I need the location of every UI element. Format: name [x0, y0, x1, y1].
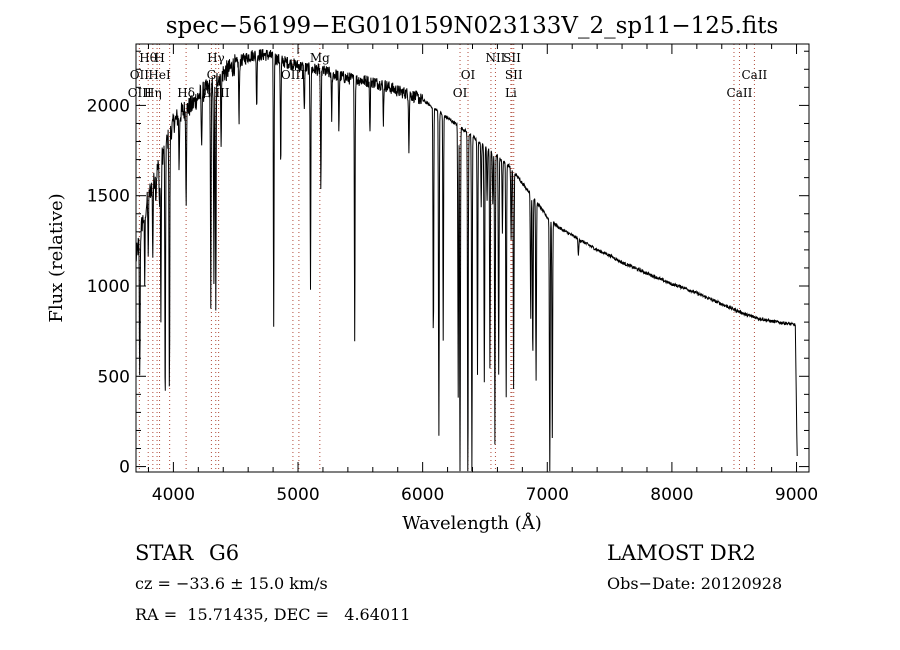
line-annotation-18: Li: [505, 86, 517, 100]
y-tick-label-500: 500: [98, 367, 130, 387]
x-tick-label-9000: 9000: [775, 485, 818, 505]
x-tick-label-6000: 6000: [401, 485, 444, 505]
line-annotation-14: Hη: [144, 86, 162, 100]
line-annotation-7: HeI: [148, 68, 171, 82]
line-annotation-0: Hθ: [139, 51, 157, 65]
spectral-subclass: G6: [209, 541, 240, 565]
line-annotation-8: G: [207, 68, 217, 82]
line-annotation-6: OII: [130, 68, 150, 82]
redshift-velocity: cz = −33.6 ± 15.0 km/s: [135, 574, 328, 593]
line-annotation-5: SII: [503, 51, 521, 65]
x-axis-label: Wavelength (Å): [402, 512, 542, 534]
spectrum-line: [136, 48, 798, 472]
line-annotation-12: CaII: [741, 68, 767, 82]
y-tick-label-1000: 1000: [87, 277, 130, 297]
line-annotation-11: SII: [505, 68, 523, 82]
chart-title: spec−56199−EG010159N023133V_2_sp11−125.f…: [166, 13, 779, 39]
sky-coordinates: RA = 15.71435, DEC = 4.64011: [135, 605, 411, 624]
line-annotation-13: OIII: [128, 86, 152, 100]
y-axis: 0 500 1000 1500 2000: [87, 50, 809, 478]
line-markers: [138, 44, 755, 472]
x-tick-label-4000: 4000: [152, 485, 195, 505]
y-tick-label-0: 0: [119, 458, 130, 478]
x-axis: 4000 5000 6000 7000 8000 9000: [147, 44, 818, 505]
survey-name: LAMOST DR2: [607, 541, 756, 565]
line-annotation-2: Hγ: [207, 51, 225, 65]
line-annotation-3: Mg: [310, 51, 330, 65]
line-annotation-17: OI: [453, 86, 468, 100]
line-annotation-15: Hδ: [177, 86, 195, 100]
line-annotation-1: H: [154, 51, 164, 65]
line-annotation-4: NII: [485, 51, 505, 65]
y-tick-label-2000: 2000: [87, 96, 130, 116]
line-annotation-9: OIII: [281, 68, 305, 82]
x-tick-label-7000: 7000: [526, 485, 569, 505]
line-annotation-19: CaII: [727, 86, 753, 100]
x-tick-label-5000: 5000: [276, 485, 319, 505]
line-annotation-16: G III: [202, 86, 230, 100]
x-tick-label-8000: 8000: [650, 485, 693, 505]
line-annotation-10: OI: [461, 68, 476, 82]
y-axis-label: Flux (relative): [46, 193, 67, 322]
object-type: STAR: [135, 541, 194, 565]
y-tick-label-1500: 1500: [87, 187, 130, 207]
spectrum-series: [136, 48, 798, 472]
observation-date: Obs−Date: 20120928: [607, 574, 783, 593]
